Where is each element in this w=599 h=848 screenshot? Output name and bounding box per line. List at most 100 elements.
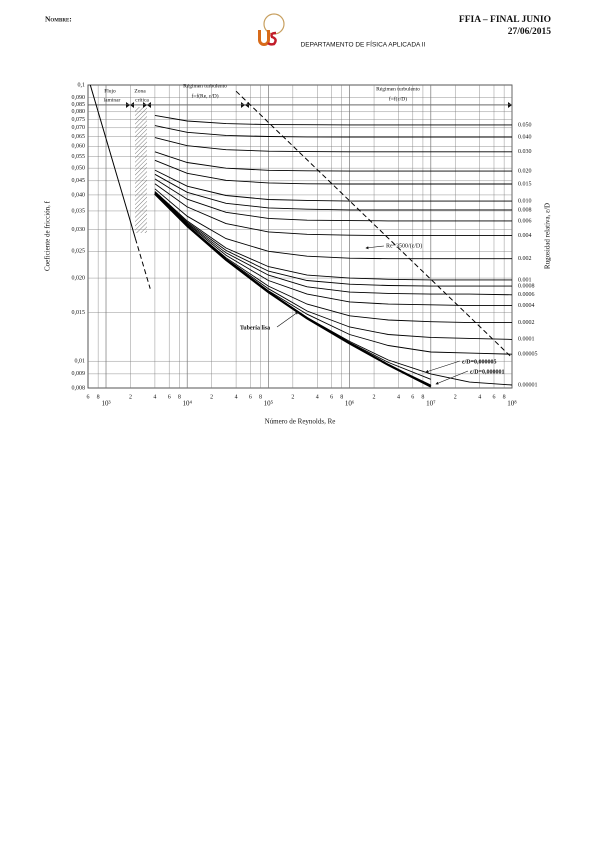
regime-label: Régimen turbulento <box>376 86 420 92</box>
x-tick-label: 2 <box>454 394 457 400</box>
friction-curve <box>154 191 512 287</box>
x-tick-label: 8 <box>97 394 100 400</box>
roughness-label: 0.008 <box>518 207 532 213</box>
course: FFIA – FINAL JUNIO <box>459 15 551 25</box>
y-tick-label: 0,020 <box>72 275 86 281</box>
laminar-line <box>89 85 136 239</box>
x-tick-label: 4 <box>397 394 400 400</box>
roughness-label: 0.010 <box>518 198 532 204</box>
regime-label: crítica <box>135 97 149 103</box>
friction-curve <box>154 188 512 260</box>
x-tick-label: 6 <box>87 394 90 400</box>
roughness-label: 0.030 <box>518 149 532 155</box>
label-arrow <box>276 311 299 328</box>
roughness-label: 0.00005 <box>518 352 538 358</box>
department: DEPARTAMENTO DE FÍSICA APLICADA II <box>301 40 426 49</box>
y-tick-label: 0,045 <box>72 178 86 184</box>
x-tick-label: 8 <box>503 394 506 400</box>
roughness-label: 0.040 <box>518 134 532 140</box>
roughness-label: 0.004 <box>518 233 532 239</box>
roughness-label: 0.0008 <box>518 284 535 290</box>
regime-label: Régimen turbulento <box>183 83 227 89</box>
roughness-label: 0.050 <box>518 122 532 128</box>
x-tick-label: 2 <box>210 394 213 400</box>
regime-arrows <box>126 102 512 108</box>
date: 27/06/2015 <box>508 27 552 37</box>
x-tick-label: 2 <box>291 394 294 400</box>
name-label: Nombre: <box>45 15 72 24</box>
guide-label: Re=3500/(ε/D) <box>386 242 422 249</box>
x-tick-label: 6 <box>492 394 495 400</box>
x-axis-label: Número de Reynolds, Re <box>265 418 336 426</box>
curve-label: ε/D=0,000001 <box>470 369 504 375</box>
y-tick-label: 0,009 <box>72 371 86 377</box>
x-tick-label: 10⁷ <box>426 400 436 408</box>
y-tick-label: 0,075 <box>72 117 86 123</box>
y-tick-label: 0,030 <box>72 227 86 233</box>
x-tick-label: 10⁴ <box>182 400 192 408</box>
roughness-label: 0.0001 <box>518 337 535 343</box>
roughness-label: 0.020 <box>518 168 532 174</box>
y-tick-label: 0,008 <box>72 385 86 391</box>
x-tick-label: 8 <box>340 394 343 400</box>
friction-curve <box>154 114 512 126</box>
y-tick-label: 0,1 <box>78 82 86 88</box>
friction-curve <box>154 178 512 222</box>
x-tick-label: 6 <box>330 394 333 400</box>
y-tick-label: 0,01 <box>75 359 86 365</box>
friction-curve <box>154 125 512 138</box>
label-arrow <box>365 245 385 250</box>
roughness-label: 0.0002 <box>518 320 535 326</box>
friction-curve <box>154 192 512 307</box>
roughness-label: 0.001 <box>518 277 532 283</box>
y-tick-label: 0,065 <box>72 134 86 140</box>
friction-curve <box>154 173 512 211</box>
y-tick-label: 0,055 <box>72 154 86 160</box>
plot-area <box>89 85 512 388</box>
roughness-label: 0.00001 <box>518 382 538 388</box>
x-tick-label: 4 <box>478 394 481 400</box>
y-tick-label: 0,015 <box>72 310 86 316</box>
x-tick-label: 4 <box>235 394 238 400</box>
logo <box>258 13 285 46</box>
x-tick-label: 4 <box>153 394 156 400</box>
roughness-label: 0.0006 <box>518 292 535 298</box>
friction-curve <box>154 191 512 296</box>
y-tick-label: 0,060 <box>72 144 86 150</box>
y-tick-label: 0,035 <box>72 208 86 214</box>
y-tick-label: 0,090 <box>72 95 86 101</box>
x-tick-label: 4 <box>316 394 319 400</box>
x-tick-label: 10⁵ <box>264 400 274 408</box>
y-tick-label: 0,070 <box>72 125 86 131</box>
regime-label: f=f(ε/D) <box>389 95 407 102</box>
roughness-label: 0.002 <box>518 256 532 262</box>
regime-label: f=f(Re, ε/D) <box>191 92 218 99</box>
y-axis-label: Coeficiente de fricción, f <box>44 200 52 271</box>
y-tick-label: 0,085 <box>72 102 86 108</box>
friction-curve <box>154 159 512 185</box>
x-tick-label: 8 <box>421 394 424 400</box>
x-tick-label: 8 <box>178 394 181 400</box>
friction-curve <box>154 137 512 153</box>
dashed-guide <box>134 238 151 289</box>
roughness-label: 0.0004 <box>518 303 535 309</box>
roughness-label: 0.015 <box>518 181 532 187</box>
regime-label: Flujo <box>104 88 116 94</box>
x-tick-label: 2 <box>129 394 132 400</box>
x-tick-label: 6 <box>411 394 414 400</box>
regime-label: laminar <box>104 97 121 103</box>
roughness-label: 0.006 <box>518 218 532 224</box>
x-tick-label: 10⁶ <box>345 400 355 408</box>
friction-curve <box>154 193 431 386</box>
y-tick-label: 0,050 <box>72 166 86 172</box>
curve-label: ε/D=0,000005 <box>462 359 496 365</box>
x-tick-label: 2 <box>373 394 376 400</box>
label-arrow <box>435 370 469 385</box>
x-tick-label: 8 <box>259 394 262 400</box>
friction-curve <box>154 151 512 172</box>
y2-axis-label: Rugosidad relativa, ε/D <box>544 203 552 269</box>
curve-label: Tubería lisa <box>240 325 270 331</box>
x-tick-label: 6 <box>249 394 252 400</box>
